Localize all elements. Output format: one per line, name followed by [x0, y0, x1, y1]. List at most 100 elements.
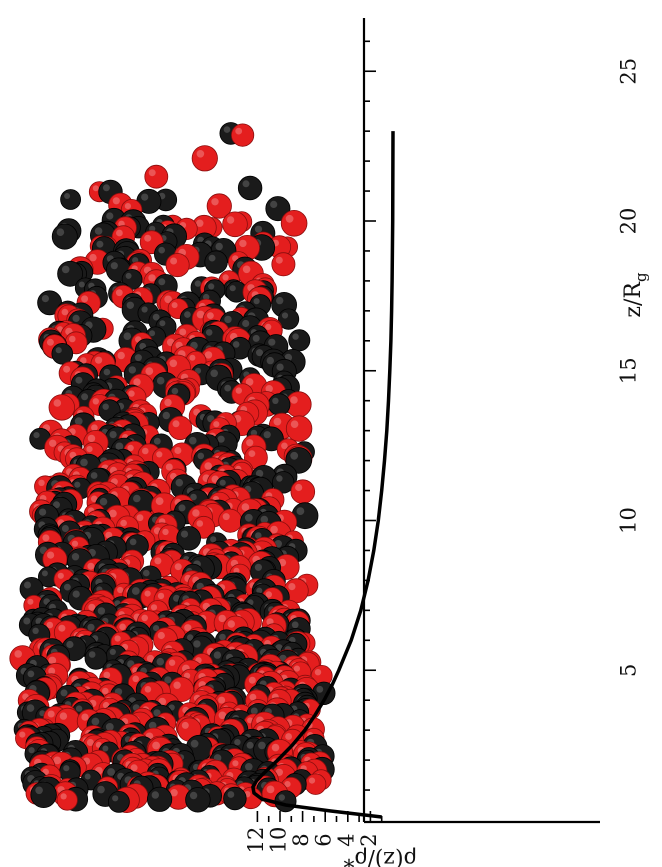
black-bead: [272, 471, 295, 494]
bead-highlight: [88, 651, 96, 658]
bead-highlight: [53, 399, 62, 407]
x-tick-label: 10: [617, 507, 641, 534]
bead-highlight: [250, 707, 258, 715]
bead-highlight: [164, 398, 172, 407]
bead-highlight: [281, 442, 288, 450]
bead-highlight: [272, 397, 279, 404]
bead-highlight: [156, 657, 165, 666]
bead-highlight: [242, 180, 250, 188]
black-bead: [265, 196, 291, 222]
bead-highlight: [204, 351, 213, 359]
bead-highlight: [187, 634, 194, 641]
bead-highlight: [39, 508, 47, 516]
bead-highlight: [292, 333, 299, 340]
bead-highlight: [33, 432, 40, 439]
bead-highlight: [159, 320, 166, 327]
x-tick-label: 20: [617, 208, 641, 235]
bead-highlight: [96, 240, 104, 248]
bead-highlight: [110, 262, 118, 270]
bead-highlight: [102, 701, 110, 709]
bead-highlight: [19, 731, 26, 738]
bead-highlight: [112, 197, 120, 205]
bead-highlight: [217, 435, 225, 443]
bead-highlight: [97, 607, 106, 615]
bead-highlight: [153, 437, 161, 445]
bead-highlight: [156, 451, 163, 458]
bead-highlight: [109, 431, 117, 439]
bead-highlight: [192, 509, 200, 517]
bead-highlight: [218, 696, 226, 704]
bead-highlight: [246, 439, 254, 447]
bead-highlight: [256, 349, 263, 357]
bead-highlight: [134, 354, 142, 362]
bead-highlight: [154, 557, 162, 565]
black-bead: [274, 790, 297, 813]
red-bead: [304, 773, 327, 795]
bead-highlight: [126, 301, 134, 309]
bead-highlight: [131, 587, 140, 595]
bead-highlight: [102, 184, 110, 192]
bead-highlight: [213, 651, 222, 659]
bead-highlight: [164, 676, 172, 684]
bead-highlight: [41, 295, 50, 303]
black-bead: [30, 781, 57, 809]
bead-highlight: [165, 463, 173, 471]
bead-highlight: [244, 513, 253, 522]
bead-highlight: [124, 203, 131, 210]
bead-highlight: [53, 756, 62, 765]
bead-highlight: [172, 420, 180, 428]
bead-highlight: [114, 635, 121, 642]
bead-highlight: [141, 193, 149, 201]
bead-highlight: [296, 507, 305, 515]
bead-highlight: [245, 763, 253, 771]
bead-highlight: [152, 741, 161, 750]
bead-highlight: [53, 501, 60, 509]
bead-highlight: [190, 493, 197, 501]
bead-highlight: [290, 420, 299, 429]
red-bead: [271, 252, 296, 277]
bead-highlight: [144, 686, 152, 693]
bead-highlight: [210, 536, 217, 543]
bead-highlight: [148, 721, 157, 730]
bead-highlight: [91, 424, 98, 432]
y-tick-label: 8: [289, 833, 313, 846]
y-tick-label: 10: [267, 827, 291, 854]
bead-highlight: [314, 669, 322, 676]
bead-highlight: [218, 614, 226, 623]
bead-highlight: [246, 741, 254, 749]
bead-highlight: [127, 444, 134, 452]
bead-highlight: [234, 739, 241, 746]
bead-highlight: [273, 417, 282, 426]
bead-highlight: [190, 739, 199, 748]
bead-highlight: [149, 330, 156, 337]
black-bead: [108, 791, 130, 813]
bead-highlight: [148, 274, 156, 282]
bead-highlight: [194, 280, 202, 287]
bead-highlight: [189, 354, 196, 361]
y-tick-label: 2: [357, 833, 381, 846]
bead-highlight: [87, 562, 95, 570]
black-bead: [288, 329, 311, 352]
bead-highlight: [59, 712, 68, 720]
bead-highlight: [174, 563, 182, 571]
bead-highlight: [115, 289, 123, 297]
bead-highlight: [208, 283, 215, 290]
black-bead: [223, 786, 247, 811]
bead-highlight: [164, 295, 172, 304]
bead-highlight: [90, 472, 98, 479]
bead-highlight: [270, 200, 278, 208]
bead-highlight: [171, 387, 179, 395]
bead-highlight: [242, 319, 250, 328]
bead-highlight: [205, 329, 213, 336]
bead-highlight: [162, 528, 169, 536]
bead-highlight: [175, 478, 184, 487]
black-bead: [176, 525, 202, 551]
bead-highlight: [142, 447, 149, 455]
bead-highlight: [74, 417, 83, 426]
bead-highlight: [255, 469, 264, 478]
bead-highlight: [81, 713, 89, 721]
y-axis-label: ρ(z)/ρ*: [343, 846, 416, 867]
bead-highlight: [47, 551, 55, 559]
bead-highlight: [72, 590, 80, 598]
bead-highlight: [265, 385, 273, 393]
